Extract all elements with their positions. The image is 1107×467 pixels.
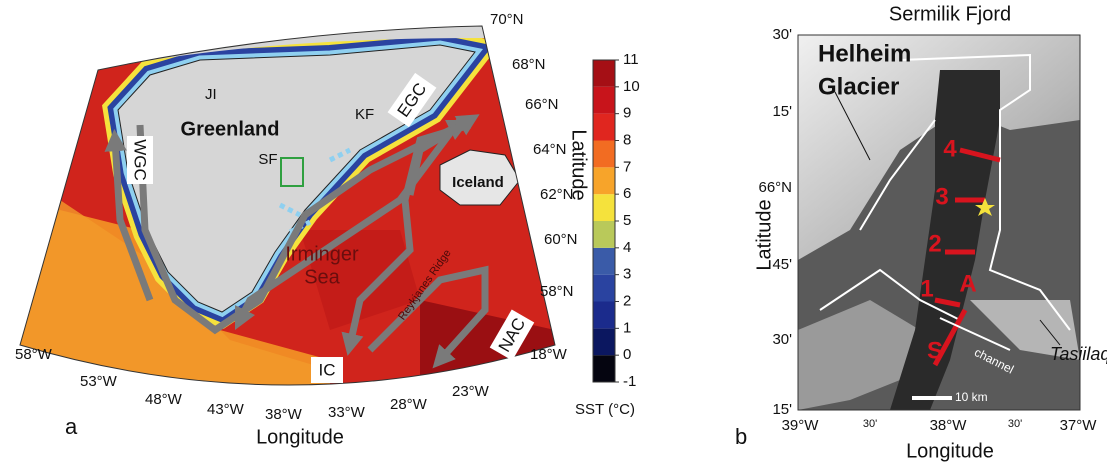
lon-tick-label: 43°W: [207, 401, 245, 418]
colorbar-tick-label: 7: [623, 158, 631, 175]
current-label: WGC: [131, 139, 150, 181]
lon-tick-label: 39°W: [782, 417, 820, 434]
panel-label: b: [735, 424, 747, 449]
colorbar: -1 0 1 2 3 4 5 6 7 8 9 10 11: [592, 51, 640, 390]
colorbar-band: [593, 247, 615, 275]
site-label: 4: [943, 135, 957, 162]
site-label: 2: [928, 230, 941, 257]
scale-label: 10 km: [955, 390, 988, 404]
colorbar-tick-label: 8: [623, 131, 631, 148]
colorbar-band: [593, 355, 615, 382]
lon-tick-label: 18°W: [530, 346, 568, 363]
lat-tick-label: 64°N: [533, 141, 567, 158]
place-label: KF: [355, 106, 374, 123]
axis-label: Latitude: [568, 129, 590, 200]
colorbar-tick-label: 0: [623, 346, 631, 363]
colorbar-band: [593, 167, 615, 195]
colorbar-tick-label: 11: [623, 51, 639, 68]
lat-tick-label: 70°N: [490, 11, 524, 28]
current-label-box: WGC: [127, 136, 153, 184]
colorbar-tick-label: 3: [623, 266, 631, 283]
colorbar-band: [593, 221, 615, 248]
lat-tick-label: 30': [772, 26, 792, 43]
site-label: 3: [935, 183, 948, 210]
lon-tick-label: 28°W: [390, 396, 428, 413]
colorbar-band: [593, 328, 615, 356]
lon-tick-label: 48°W: [145, 391, 183, 408]
current-arrows: [104, 114, 489, 369]
colorbar-band: [593, 274, 615, 302]
place-label: JI: [205, 86, 217, 103]
colorbar-tick-label: 10: [623, 78, 640, 95]
lon-tick-label: 53°W: [80, 373, 118, 390]
lon-tick-label: 37°W: [1060, 417, 1098, 434]
axis-label: Longitude: [256, 426, 344, 448]
lat-tick-label: 30': [772, 331, 792, 348]
lon-tick-label: 38°W: [265, 406, 303, 423]
colorbar-tick-label: 2: [623, 292, 631, 309]
colorbar-tick-label: 9: [623, 105, 631, 122]
colorbar-tick-label: -1: [623, 373, 636, 390]
lat-tick-label: 15': [772, 103, 792, 120]
place-label: Helheim: [818, 40, 911, 67]
place-label: Glacier: [818, 73, 899, 100]
place-label: SF: [258, 151, 277, 168]
place-label: Sea: [304, 266, 340, 288]
colorbar-band: [593, 60, 615, 87]
lon-tick-label: 30': [1008, 418, 1022, 430]
place-label: Irminger: [285, 243, 359, 265]
lon-tick-label: 33°W: [328, 404, 366, 421]
lat-tick-label: 60°N: [544, 231, 578, 248]
colorbar-band: [593, 301, 615, 329]
place-label: Tasiilaq: [1050, 344, 1107, 364]
place-label: Greenland: [181, 118, 280, 140]
colorbar-tick-label: 4: [623, 239, 631, 256]
lat-tick-label: 62°N: [540, 186, 574, 203]
colorbar-band: [593, 86, 615, 114]
lat-tick-label: 68°N: [512, 56, 546, 73]
panel-label: a: [65, 414, 78, 439]
colorbar-band: [593, 194, 615, 221]
lat-tick-label: 58°N: [540, 283, 574, 300]
lon-tick-label: 30': [863, 418, 877, 430]
lat-tick-label: 66°N: [525, 96, 559, 113]
colorbar-tick-label: 6: [623, 185, 631, 202]
colorbar-tick-label: 1: [623, 319, 631, 336]
colorbar-tick-label: 5: [623, 212, 631, 229]
satellite-map: [797, 34, 1081, 411]
lat-tick-label: 45': [772, 256, 792, 273]
colorbar-band: [593, 140, 615, 168]
lon-tick-label: 38°W: [930, 417, 968, 434]
place-label: Iceland: [452, 174, 504, 191]
lon-tick-label: 58°W: [15, 346, 53, 363]
current-label: IC: [319, 360, 336, 379]
colorbar-band: [593, 113, 615, 141]
site-label: A: [959, 270, 976, 297]
current-label-box: IC: [311, 357, 343, 383]
lat-tick-label: 15': [772, 401, 792, 418]
axis-label: Longitude: [906, 440, 994, 462]
map-frame: [19, 25, 556, 386]
site-label: 1: [920, 275, 933, 302]
lat-tick-label: 66°N: [758, 179, 792, 196]
axis-label: Latitude: [753, 199, 775, 270]
place-label: Sermilik Fjord: [889, 3, 1011, 25]
site-label: S: [927, 337, 943, 364]
lon-tick-label: 23°W: [452, 383, 490, 400]
colorbar-label: SST (°C): [575, 401, 635, 418]
